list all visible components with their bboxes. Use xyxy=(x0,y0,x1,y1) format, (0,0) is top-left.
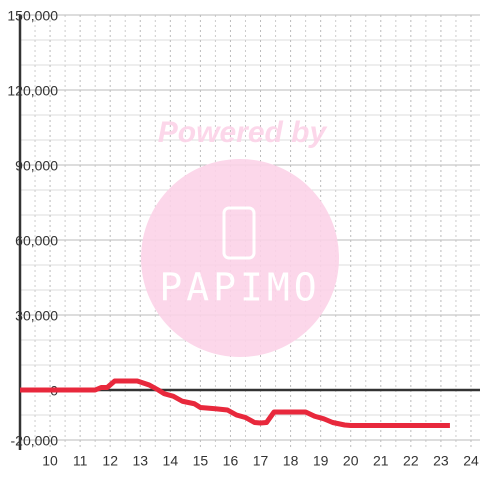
watermark: Powered by PAPIMO xyxy=(141,116,339,357)
x-tick-label: 18 xyxy=(283,453,299,469)
y-tick-label: 120,000 xyxy=(7,83,58,99)
y-tick-label: -20,000 xyxy=(11,433,59,449)
x-tick-label: 20 xyxy=(343,453,359,469)
x-tick-label: 21 xyxy=(373,453,389,469)
watermark-phone xyxy=(222,206,256,260)
y-tick-label: 30,000 xyxy=(15,308,58,324)
x-tick-label: 16 xyxy=(223,453,239,469)
y-tick-label: 60,000 xyxy=(15,233,58,249)
watermark-text: Powered by xyxy=(158,116,328,149)
data-line xyxy=(20,378,450,428)
x-tick-label: 13 xyxy=(132,453,148,469)
y-tick-label: 150,000 xyxy=(7,8,58,24)
x-tick-label: 22 xyxy=(403,453,419,469)
watermark-logo: PAPIMO xyxy=(159,266,320,310)
x-tick-label: 11 xyxy=(73,453,88,469)
x-tick-label: 23 xyxy=(433,453,449,469)
x-tick-label: 24 xyxy=(463,453,479,469)
x-tick-label: 10 xyxy=(42,453,58,469)
y-tick-label: 90,000 xyxy=(15,158,58,174)
x-tick-label: 15 xyxy=(193,453,209,469)
x-tick-label: 17 xyxy=(253,453,269,469)
plot: -20,000030,00060,00090,000120,000150,000… xyxy=(7,8,479,469)
x-tick-label: 12 xyxy=(102,453,118,469)
x-tick-label: 19 xyxy=(313,453,329,469)
x-tick-label: 14 xyxy=(163,453,179,469)
